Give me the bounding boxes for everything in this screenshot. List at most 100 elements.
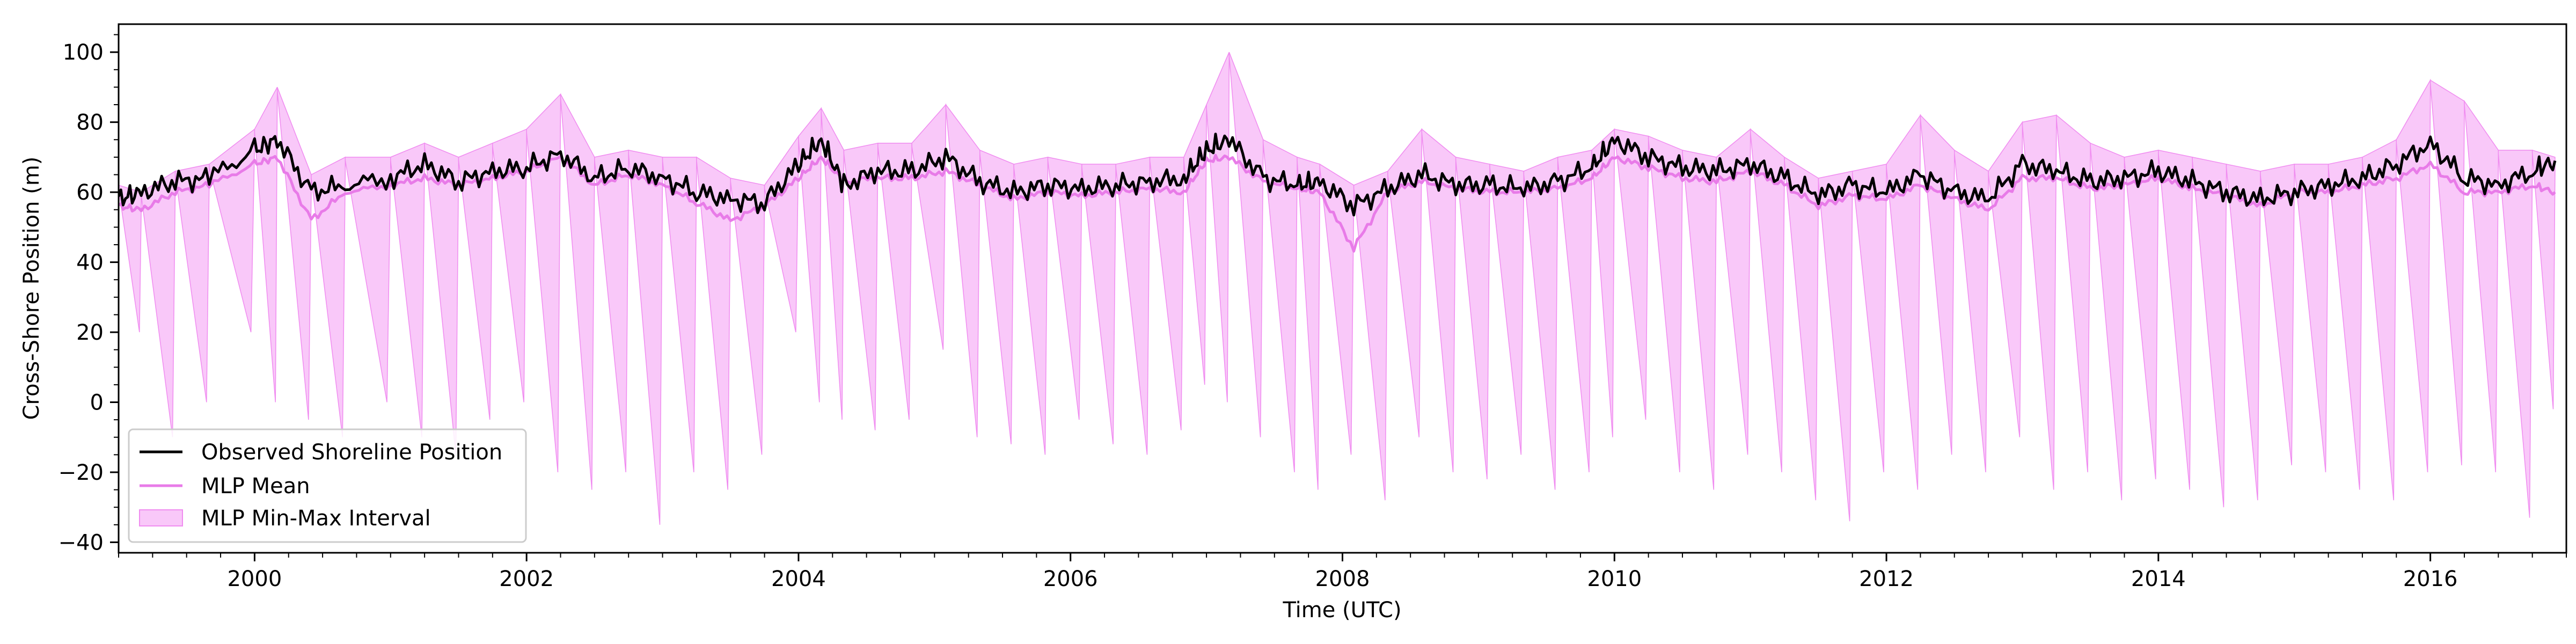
band-segment <box>560 94 595 490</box>
band-segment <box>2464 100 2499 473</box>
band-segment <box>1081 164 1116 444</box>
band-segment <box>877 143 912 420</box>
band-segment <box>1455 156 1490 480</box>
band-segment <box>254 87 278 402</box>
band-segment <box>1954 149 1989 473</box>
x-tick-label: 2002 <box>499 567 554 591</box>
x-axis-label: Time (UTC) <box>1282 598 1401 623</box>
band-segment <box>1297 156 1321 490</box>
band-segment <box>2090 142 2125 501</box>
band-segment <box>1988 121 2023 437</box>
band-segment <box>1183 104 1207 385</box>
x-tick-label: 2008 <box>1315 567 1370 591</box>
band-segment <box>311 156 346 437</box>
band-segment <box>730 178 765 455</box>
band-segment <box>945 103 980 437</box>
band-segment <box>2328 156 2363 490</box>
band-segment <box>821 108 845 420</box>
y-tick-label: 0 <box>90 391 104 415</box>
band-segment <box>1206 52 1230 402</box>
band-segment <box>1489 164 1525 455</box>
band-segment <box>390 142 425 437</box>
band-segment <box>662 157 697 473</box>
band-segment <box>1886 114 1921 490</box>
y-tick-label: 20 <box>76 320 104 345</box>
band-segment <box>1750 128 1785 473</box>
mlp-mean-line <box>119 153 2556 253</box>
band-segment <box>2056 114 2091 473</box>
band-segment <box>1682 149 1717 490</box>
band-segment <box>1149 157 1184 430</box>
band-segment <box>2260 164 2295 466</box>
band-segment <box>1387 128 1423 437</box>
legend-label-observed: Observed Shoreline Position <box>201 440 502 465</box>
band-segment <box>843 142 879 430</box>
band-segment <box>141 170 176 437</box>
band-segment <box>2124 149 2159 480</box>
band-segment <box>1648 135 1683 473</box>
y-axis: −40 −20 0 20 40 60 80 100 <box>58 34 119 555</box>
band-segment <box>1523 156 1558 490</box>
x-tick-label: 2004 <box>771 567 826 591</box>
band-segment <box>2531 149 2556 409</box>
band-segment <box>424 142 459 455</box>
band-segment <box>1784 156 1819 501</box>
legend-label-band: MLP Min-Max Interval <box>201 506 431 531</box>
observed-layer <box>119 133 2557 217</box>
band-segment <box>2226 164 2261 501</box>
band-segment <box>594 149 629 473</box>
x-tick-label: 2012 <box>1859 567 1914 591</box>
band-segment <box>2362 139 2397 501</box>
y-tick-label: −20 <box>58 460 104 485</box>
legend-box <box>128 428 527 543</box>
band-segment <box>1851 164 1887 473</box>
band-segment <box>2158 149 2193 490</box>
band-segment <box>1013 156 1049 455</box>
band-segment <box>2498 150 2533 518</box>
band-segment <box>492 128 527 402</box>
band-segment <box>1047 156 1082 420</box>
band-segment <box>1228 52 1264 437</box>
x-tick-label: 2006 <box>1043 567 1098 591</box>
x-tick-label: 2000 <box>227 567 282 591</box>
band-segment <box>209 128 255 333</box>
x-axis: 2000 2002 2004 2006 2008 2010 2012 2014 2016 <box>118 553 2567 591</box>
min-max-band-layer <box>119 52 2556 525</box>
x-tick-label: 2010 <box>1587 567 1642 591</box>
band-segment <box>1818 171 1853 522</box>
band-segment <box>1557 149 1592 473</box>
band-segment <box>1591 128 1615 437</box>
band-segment <box>345 157 391 402</box>
band-segment <box>2294 164 2329 473</box>
y-tick-label: −40 <box>58 530 104 555</box>
band-segment <box>1920 114 1955 455</box>
y-tick-label: 100 <box>63 40 104 65</box>
band-segment <box>628 149 663 525</box>
band-segment <box>1262 139 1298 473</box>
band-segment <box>798 107 822 402</box>
band-segment <box>2429 79 2465 465</box>
band-segment <box>2022 114 2057 490</box>
x-tick-label: 2016 <box>2403 567 2458 591</box>
band-segment <box>276 87 312 420</box>
band-segment <box>174 164 210 402</box>
band-segment <box>458 142 493 420</box>
band-segment <box>2396 78 2431 473</box>
band-segment <box>526 93 561 473</box>
y-tick-label: 60 <box>76 180 104 205</box>
x-tick-label: 2014 <box>2131 567 2186 591</box>
y-tick-label: 40 <box>76 251 104 275</box>
legend-label-mean: MLP Mean <box>201 474 310 499</box>
y-axis-label: Cross-Shore Position (m) <box>19 157 44 420</box>
band-segment <box>1421 128 1457 473</box>
y-tick-label: 80 <box>76 111 104 135</box>
band-segment <box>1614 128 1649 420</box>
observed-line <box>119 133 2557 217</box>
band-segment <box>1115 156 1151 455</box>
band-segment <box>1353 170 1388 501</box>
band-segment <box>2192 156 2227 508</box>
mlp-mean-layer <box>119 153 2556 253</box>
band-segment <box>119 185 142 333</box>
band-segment <box>696 156 731 490</box>
